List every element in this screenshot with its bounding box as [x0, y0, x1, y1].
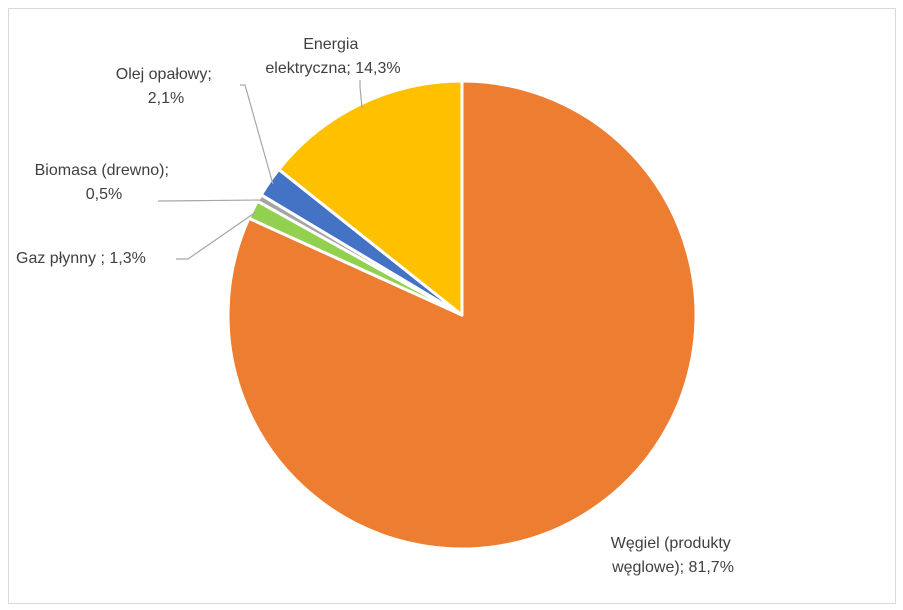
leader-line-biomasa	[158, 199, 263, 202]
data-label-gaz-plynny: Gaz płynny ; 1,3%	[16, 250, 146, 267]
pie-slices	[226, 79, 698, 551]
data-label-biomasa: Biomasa (drewno); 0,5%	[35, 162, 174, 203]
leader-line-gaz-plynny	[176, 211, 257, 260]
slice-energia-elektryczna	[277, 79, 464, 317]
data-label-olej-opalowy: Olej opałowy; 2,1%	[116, 66, 217, 107]
data-labels: Węgiel (produkty węglowe); 81,7% Gaz pły…	[16, 36, 736, 576]
leader-line-olej-opalowy	[240, 84, 274, 185]
data-label-energia-elektryczna: Energia elektryczna; 14,3%	[265, 36, 400, 77]
data-label-wegiel: Węgiel (produkty węglowe); 81,7%	[611, 535, 736, 576]
leader-lines	[158, 80, 363, 260]
leader-line-energia-elektryczna	[359, 80, 363, 108]
slice-wegiel	[226, 79, 698, 551]
